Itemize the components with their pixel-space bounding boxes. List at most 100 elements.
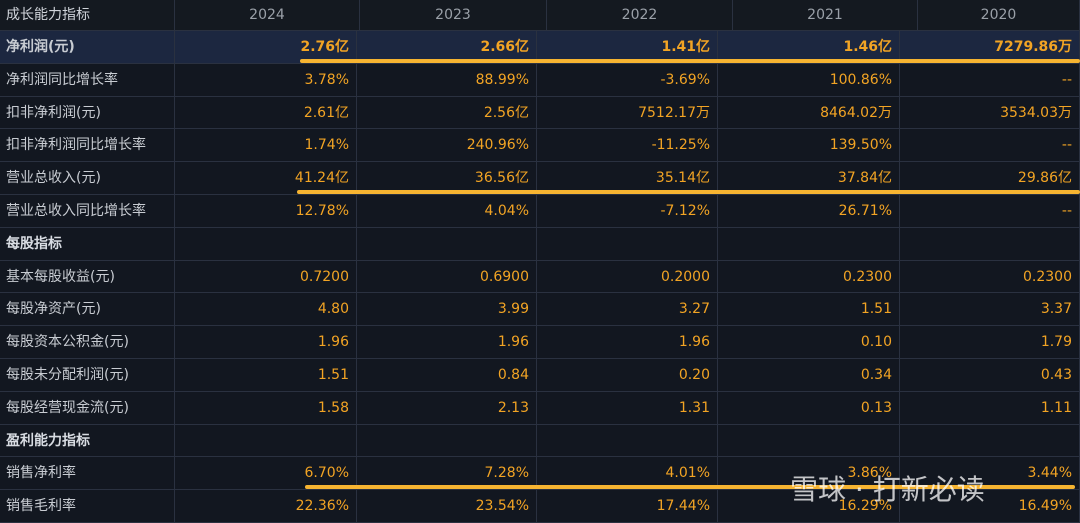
value-cell: 0.10 bbox=[718, 326, 900, 359]
value-cell: -- bbox=[900, 195, 1080, 228]
row-label: 每股资本公积金(元) bbox=[0, 326, 175, 359]
value-cell: 26.71% bbox=[718, 195, 900, 228]
value-cell: 22.36% bbox=[175, 490, 357, 523]
value-cell: 8464.02万 bbox=[718, 96, 900, 130]
value-cell bbox=[175, 227, 357, 261]
value-cell: 3.27 bbox=[537, 293, 718, 327]
value-cell bbox=[537, 227, 718, 261]
value-cell: 4.01% bbox=[537, 457, 718, 491]
value-cell: 0.6900 bbox=[357, 260, 537, 294]
value-cell: 100.86% bbox=[718, 63, 900, 97]
section-label: 每股指标 bbox=[0, 227, 175, 261]
row-label: 每股经营现金流(元) bbox=[0, 391, 175, 425]
header-year: 2020 bbox=[918, 0, 1080, 31]
value-cell: 1.79 bbox=[900, 326, 1080, 359]
value-cell: 0.7200 bbox=[175, 260, 357, 294]
value-cell: 3.37 bbox=[900, 293, 1080, 327]
value-cell: 0.2300 bbox=[718, 260, 900, 294]
value-cell bbox=[718, 227, 900, 261]
header-title: 成长能力指标 bbox=[0, 0, 175, 31]
value-cell: 7512.17万 bbox=[537, 96, 718, 130]
value-cell: 0.84 bbox=[357, 359, 537, 392]
value-cell: 1.11 bbox=[900, 391, 1080, 425]
value-cell: -11.25% bbox=[537, 129, 718, 163]
row-label: 净利润(元) bbox=[0, 31, 175, 64]
value-cell: 7.28% bbox=[357, 457, 537, 491]
row-label: 扣非净利润同比增长率 bbox=[0, 129, 175, 163]
value-cell: -7.12% bbox=[537, 195, 718, 228]
value-cell bbox=[537, 424, 718, 458]
value-cell: 16.49% bbox=[900, 490, 1080, 523]
value-cell: 0.43 bbox=[900, 359, 1080, 392]
value-cell: 37.84亿 bbox=[718, 162, 900, 195]
watermark: 雪球 · 打新必读 bbox=[790, 473, 985, 506]
value-cell: 0.20 bbox=[537, 359, 718, 392]
value-cell: 0.2300 bbox=[900, 260, 1080, 294]
value-cell: 1.58 bbox=[175, 391, 357, 425]
row-label: 扣非净利润(元) bbox=[0, 96, 175, 130]
value-cell: 0.13 bbox=[718, 391, 900, 425]
header-year: 2022 bbox=[547, 0, 733, 31]
value-cell: 12.78% bbox=[175, 195, 357, 228]
section-label: 盈利能力指标 bbox=[0, 424, 175, 458]
value-cell: 3.86% bbox=[718, 457, 900, 491]
value-cell: 2.66亿 bbox=[357, 31, 537, 64]
row-label: 销售净利率 bbox=[0, 457, 175, 491]
value-cell: 0.2000 bbox=[537, 260, 718, 294]
value-cell: 1.46亿 bbox=[718, 31, 900, 64]
header-year: 2023 bbox=[360, 0, 547, 31]
value-cell: 0.34 bbox=[718, 359, 900, 392]
value-cell: 4.04% bbox=[357, 195, 537, 228]
value-cell: 4.80 bbox=[175, 293, 357, 327]
value-cell: -- bbox=[900, 129, 1080, 163]
value-cell: 139.50% bbox=[718, 129, 900, 163]
value-cell bbox=[357, 424, 537, 458]
row-label: 销售毛利率 bbox=[0, 490, 175, 523]
value-cell bbox=[718, 424, 900, 458]
value-cell: 41.24亿 bbox=[175, 162, 357, 195]
value-cell: -- bbox=[900, 63, 1080, 97]
highlight-line bbox=[305, 485, 1075, 490]
value-cell: 3.99 bbox=[357, 293, 537, 327]
row-label: 营业总收入同比增长率 bbox=[0, 195, 175, 228]
value-cell: 29.86亿 bbox=[900, 162, 1080, 195]
value-cell: 240.96% bbox=[357, 129, 537, 163]
value-cell: 1.96 bbox=[357, 326, 537, 359]
row-label: 营业总收入(元) bbox=[0, 162, 175, 195]
highlight-line bbox=[297, 190, 1080, 194]
value-cell: 3.44% bbox=[900, 457, 1080, 491]
row-label: 每股未分配利润(元) bbox=[0, 359, 175, 392]
value-cell: 17.44% bbox=[537, 490, 718, 523]
value-cell: 1.96 bbox=[175, 326, 357, 359]
value-cell: 2.61亿 bbox=[175, 96, 357, 130]
value-cell: 2.56亿 bbox=[357, 96, 537, 130]
value-cell bbox=[900, 227, 1080, 261]
value-cell: 3534.03万 bbox=[900, 96, 1080, 130]
row-label: 每股净资产(元) bbox=[0, 293, 175, 327]
value-cell: 2.76亿 bbox=[175, 31, 357, 64]
value-cell bbox=[175, 424, 357, 458]
value-cell: 1.51 bbox=[175, 359, 357, 392]
value-cell: 88.99% bbox=[357, 63, 537, 97]
header-year: 2021 bbox=[733, 0, 918, 31]
value-cell: 1.31 bbox=[537, 391, 718, 425]
row-label: 净利润同比增长率 bbox=[0, 63, 175, 97]
row-label: 基本每股收益(元) bbox=[0, 260, 175, 294]
value-cell: 35.14亿 bbox=[537, 162, 718, 195]
value-cell: 23.54% bbox=[357, 490, 537, 523]
value-cell: 36.56亿 bbox=[357, 162, 537, 195]
value-cell: 3.78% bbox=[175, 63, 357, 97]
value-cell: 16.29% bbox=[718, 490, 900, 523]
value-cell: 1.51 bbox=[718, 293, 900, 327]
value-cell bbox=[900, 424, 1080, 458]
header-year: 2024 bbox=[175, 0, 360, 31]
value-cell: -3.69% bbox=[537, 63, 718, 97]
value-cell: 2.13 bbox=[357, 391, 537, 425]
value-cell: 1.96 bbox=[537, 326, 718, 359]
highlight-line bbox=[300, 58, 1080, 63]
value-cell: 6.70% bbox=[175, 457, 357, 491]
value-cell bbox=[357, 227, 537, 261]
value-cell: 1.41亿 bbox=[537, 31, 718, 64]
value-cell: 1.74% bbox=[175, 129, 357, 163]
